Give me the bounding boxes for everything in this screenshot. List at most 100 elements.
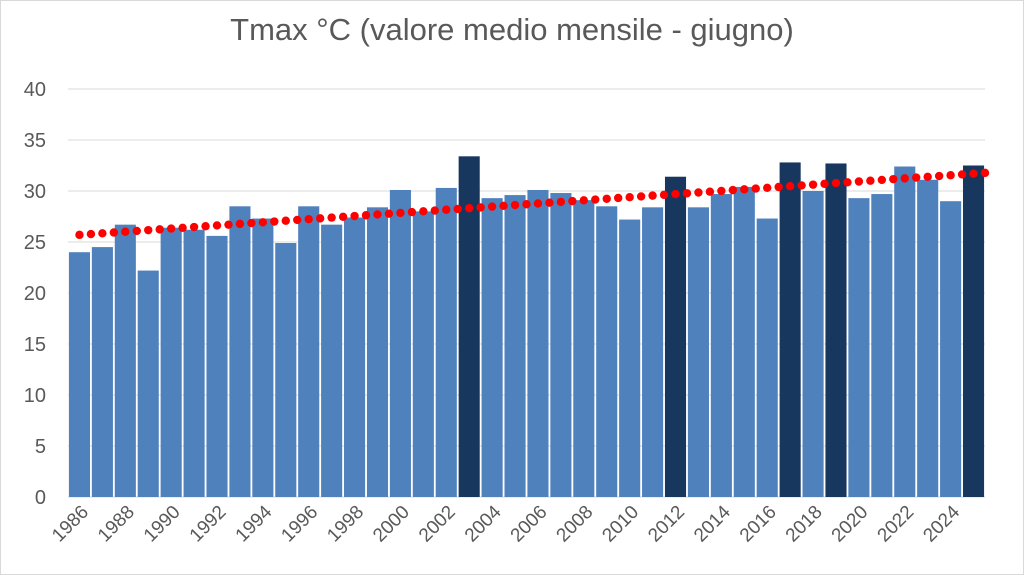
bar-2009 <box>596 206 618 498</box>
bar-1993 <box>229 206 251 498</box>
trend-dot <box>545 198 554 207</box>
trend-dot <box>659 190 669 200</box>
bar-1990 <box>160 227 182 497</box>
bar-2006 <box>527 189 549 498</box>
bar-1991 <box>183 229 205 497</box>
trend-dot <box>579 196 589 205</box>
x-tick-label: 2018 <box>782 502 827 547</box>
trend-dot <box>132 226 141 236</box>
x-tick-label: 1998 <box>323 502 368 547</box>
trend-dot <box>694 188 703 197</box>
bar-1997 <box>321 224 343 497</box>
trend-dot <box>270 217 279 226</box>
bar-1995 <box>275 243 297 497</box>
x-tick-label: 2024 <box>919 501 964 546</box>
trend-dot <box>648 191 657 200</box>
x-tick-label: 2010 <box>598 502 643 547</box>
trend-dot <box>373 210 382 219</box>
trend-dot <box>969 169 978 178</box>
bar-2014 <box>710 194 732 497</box>
trend-dot <box>785 182 795 191</box>
trend-dot <box>155 225 164 234</box>
trend-dot <box>396 208 405 218</box>
trend-dot <box>476 203 485 212</box>
trend-dot <box>820 179 829 189</box>
trend-dot <box>224 220 233 229</box>
x-tick-label: 1990 <box>140 502 185 547</box>
bar-2021 <box>871 194 893 497</box>
trend-dot <box>338 212 348 222</box>
y-tick-label: 25 <box>24 232 46 254</box>
trend-dot <box>258 218 268 227</box>
x-tick-label: 1994 <box>232 501 277 546</box>
trend-dot <box>327 213 336 222</box>
x-tick-label: 2020 <box>828 502 873 547</box>
bar-2002 <box>435 187 457 497</box>
bar-2012 <box>664 176 687 497</box>
trend-dot <box>556 197 566 207</box>
trend-dot <box>946 171 955 180</box>
bar-2024 <box>940 201 962 497</box>
x-tick-label: 2022 <box>874 502 919 547</box>
y-tick-label: 15 <box>24 334 46 356</box>
bar-1998 <box>344 217 366 497</box>
x-axis: 1986 1988 1990 1992 1994 1996 1998 2000 2002 2004… <box>48 501 964 546</box>
trend-dot <box>797 181 806 190</box>
bar-2010 <box>619 219 641 497</box>
trend-dot <box>315 214 325 223</box>
trend-dot <box>499 201 508 211</box>
trend-dot <box>568 196 577 206</box>
trend-dot <box>350 211 359 221</box>
x-tick-label: 2002 <box>415 502 460 547</box>
bar-2000 <box>389 189 411 498</box>
trend-dot <box>751 184 760 193</box>
x-tick-label: 2012 <box>644 502 689 547</box>
x-tick-label: 2004 <box>461 501 506 546</box>
bar-2016 <box>756 218 778 498</box>
bar-1992 <box>206 235 228 497</box>
trend-dot <box>235 219 245 229</box>
trend-dot <box>178 223 187 232</box>
x-tick-label: 1988 <box>94 502 139 547</box>
trend-dot <box>166 224 176 233</box>
trend-dot <box>121 227 130 236</box>
trend-dot <box>407 207 417 217</box>
trend-dot <box>510 200 520 210</box>
y-tick-label: 40 <box>24 79 46 101</box>
x-tick-label: 1996 <box>278 502 323 547</box>
trend-dot <box>763 183 772 192</box>
bar-1986 <box>68 252 91 497</box>
bar-2017 <box>779 162 801 497</box>
x-tick-label: 2014 <box>690 501 735 546</box>
x-tick-label: 2016 <box>736 502 781 547</box>
bar-2005 <box>504 195 526 497</box>
trend-dot <box>774 182 783 192</box>
trend-dot <box>464 203 474 213</box>
bar-2022 <box>894 166 916 497</box>
bar-1999 <box>366 207 389 497</box>
trend-dot <box>75 230 84 240</box>
bars <box>68 156 985 498</box>
trend-dot <box>384 209 394 218</box>
trend-dot <box>533 199 543 208</box>
trend-dot <box>682 189 692 198</box>
bar-2023 <box>917 179 939 497</box>
trend-dot <box>602 194 611 203</box>
trend-dot <box>614 193 623 203</box>
x-tick-label: 2008 <box>553 502 598 547</box>
trend-dot <box>877 175 887 185</box>
gridlines <box>68 88 985 498</box>
trend-dot <box>705 187 715 196</box>
trend-dot <box>671 189 680 199</box>
bar-2018 <box>802 191 824 497</box>
y-tick-label: 0 <box>35 487 46 509</box>
trend-dot <box>923 172 932 181</box>
y-tick-label: 20 <box>24 283 46 305</box>
trend-dot <box>247 218 256 228</box>
trendline <box>75 168 990 240</box>
trend-dot <box>293 215 302 225</box>
bar-2003 <box>458 156 480 497</box>
trend-dot <box>843 178 852 187</box>
trend-dot <box>591 195 600 204</box>
y-tick-label: 35 <box>24 130 46 152</box>
